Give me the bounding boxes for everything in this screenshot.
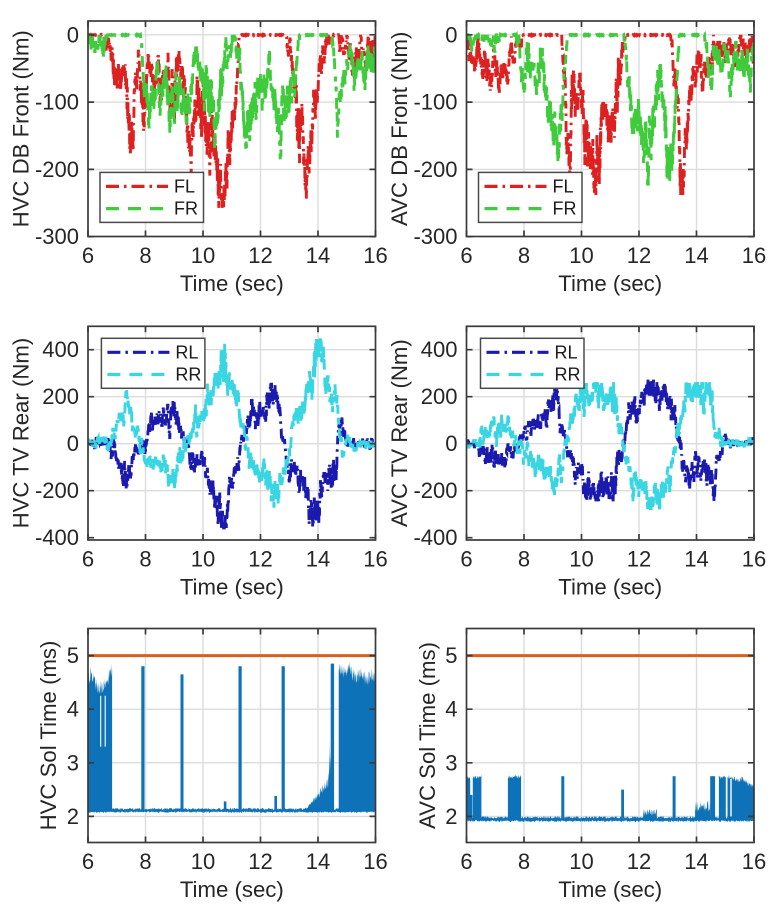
svg-text:-200: -200 [35, 157, 79, 182]
svg-text:10: 10 [191, 547, 215, 572]
svg-text:14: 14 [684, 547, 708, 572]
svg-text:2: 2 [445, 804, 457, 829]
svg-text:6: 6 [82, 547, 94, 572]
svg-text:-100: -100 [35, 90, 79, 115]
svg-text:-200: -200 [413, 478, 457, 503]
svg-text:10: 10 [569, 243, 593, 268]
svg-text:8: 8 [518, 849, 530, 874]
svg-text:0: 0 [445, 431, 457, 456]
svg-text:RR: RR [555, 365, 581, 385]
svg-text:AVC TV Rear (Nm): AVC TV Rear (Nm) [387, 339, 412, 527]
svg-text:0: 0 [67, 22, 79, 47]
svg-text:10: 10 [569, 849, 593, 874]
svg-text:10: 10 [191, 243, 215, 268]
svg-text:AVC DB Front (Nm): AVC DB Front (Nm) [387, 32, 412, 226]
svg-text:12: 12 [627, 243, 651, 268]
svg-text:3: 3 [445, 750, 457, 775]
svg-text:16: 16 [742, 547, 766, 572]
svg-text:HVC TV Rear (Nm): HVC TV Rear (Nm) [9, 338, 34, 529]
svg-text:-400: -400 [413, 525, 457, 550]
svg-text:14: 14 [306, 849, 330, 874]
svg-text:Time (sec): Time (sec) [180, 575, 284, 600]
svg-text:14: 14 [306, 243, 330, 268]
svg-text:16: 16 [363, 243, 387, 268]
svg-text:Time (sec): Time (sec) [180, 271, 284, 296]
svg-text:-400: -400 [35, 525, 79, 550]
svg-text:200: 200 [421, 384, 458, 409]
svg-text:6: 6 [460, 243, 472, 268]
svg-text:-200: -200 [35, 478, 79, 503]
svg-text:RL: RL [175, 342, 198, 362]
svg-text:FR: FR [174, 199, 198, 219]
svg-text:Time (sec): Time (sec) [558, 575, 662, 600]
svg-text:12: 12 [248, 849, 272, 874]
svg-text:HVC DB Front (Nm): HVC DB Front (Nm) [9, 30, 34, 227]
svg-text:HVC Sol Time (ms): HVC Sol Time (ms) [36, 641, 61, 831]
svg-text:Time (sec): Time (sec) [558, 877, 662, 902]
svg-text:400: 400 [421, 337, 458, 362]
svg-text:12: 12 [627, 547, 651, 572]
svg-text:6: 6 [460, 547, 472, 572]
svg-text:8: 8 [139, 243, 151, 268]
svg-text:4: 4 [67, 697, 79, 722]
svg-text:FL: FL [553, 176, 574, 196]
svg-text:3: 3 [67, 750, 79, 775]
svg-text:14: 14 [684, 243, 708, 268]
svg-text:-200: -200 [413, 157, 457, 182]
svg-text:4: 4 [445, 697, 457, 722]
svg-text:-100: -100 [413, 90, 457, 115]
svg-text:6: 6 [82, 849, 94, 874]
svg-text:2: 2 [67, 804, 79, 829]
svg-text:5: 5 [67, 643, 79, 668]
svg-text:RL: RL [555, 342, 578, 362]
svg-text:0: 0 [445, 22, 457, 47]
svg-text:10: 10 [569, 547, 593, 572]
svg-text:12: 12 [248, 547, 272, 572]
svg-text:12: 12 [248, 243, 272, 268]
svg-text:16: 16 [363, 849, 387, 874]
svg-text:8: 8 [139, 547, 151, 572]
svg-text:6: 6 [460, 849, 472, 874]
svg-text:8: 8 [518, 243, 530, 268]
svg-text:-300: -300 [35, 224, 79, 249]
svg-text:RR: RR [175, 365, 201, 385]
svg-text:12: 12 [627, 849, 651, 874]
svg-text:16: 16 [363, 547, 387, 572]
svg-text:200: 200 [42, 384, 79, 409]
svg-text:Time (sec): Time (sec) [180, 877, 284, 902]
svg-text:10: 10 [191, 849, 215, 874]
svg-text:FL: FL [174, 176, 195, 196]
svg-text:8: 8 [518, 547, 530, 572]
svg-text:FR: FR [553, 199, 577, 219]
svg-text:14: 14 [684, 849, 708, 874]
svg-text:400: 400 [42, 337, 79, 362]
svg-text:5: 5 [445, 643, 457, 668]
svg-text:16: 16 [742, 849, 766, 874]
svg-text:-300: -300 [413, 224, 457, 249]
svg-text:8: 8 [139, 849, 151, 874]
svg-text:0: 0 [67, 431, 79, 456]
svg-text:Time (sec): Time (sec) [558, 271, 662, 296]
svg-text:AVC Sol Time (ms): AVC Sol Time (ms) [415, 642, 440, 829]
svg-text:14: 14 [306, 547, 330, 572]
svg-text:6: 6 [82, 243, 94, 268]
svg-text:16: 16 [742, 243, 766, 268]
